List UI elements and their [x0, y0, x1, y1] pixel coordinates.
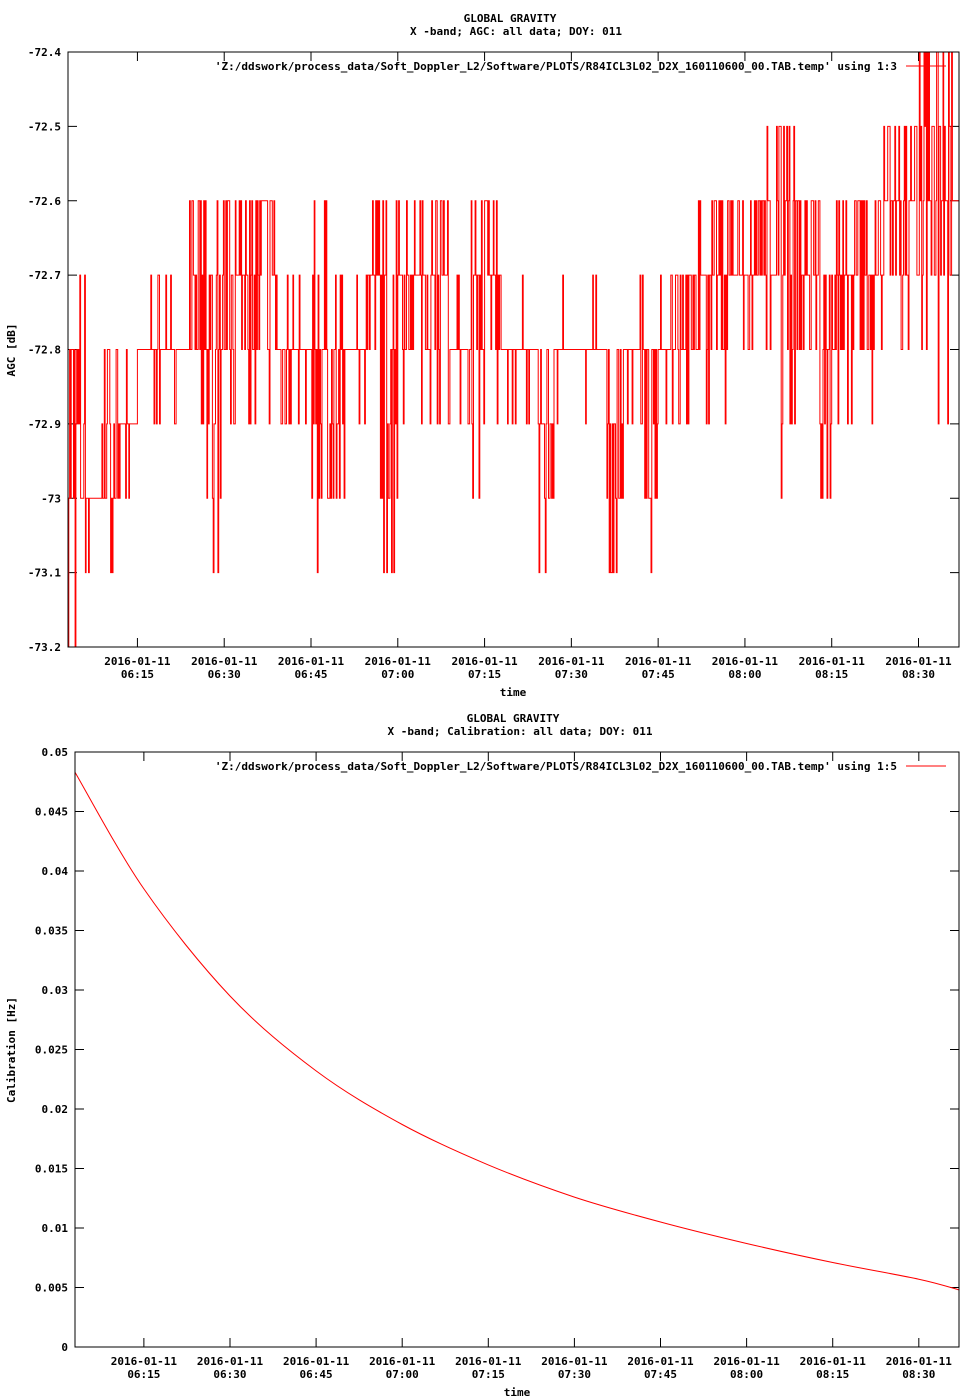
calibration-legend-label: 'Z:/ddswork/process_data/Soft_Doppler_L2…	[215, 760, 897, 773]
agc-y-tick-label: -73.1	[28, 567, 61, 580]
agc-x-axis-label: time	[500, 686, 527, 699]
agc-x-tick-date: 2016-01-11	[712, 655, 779, 668]
agc-x-tick-date: 2016-01-11	[278, 655, 345, 668]
calibration-y-tick-label: 0.02	[42, 1103, 69, 1116]
calibration-legend: 'Z:/ddswork/process_data/Soft_Doppler_L2…	[215, 760, 946, 773]
agc-y-tick-label: -73.2	[28, 641, 61, 654]
calibration-series-line	[74, 771, 960, 1291]
agc-y-tick-label: -72.5	[28, 120, 61, 133]
agc-y-tick-label: -72.6	[28, 195, 61, 208]
agc-chart: GLOBAL GRAVITY X -band; AGC: all data; D…	[5, 12, 960, 699]
agc-x-tick-time: 08:00	[728, 668, 761, 681]
agc-x-ticks: 2016-01-1106:152016-01-1106:302016-01-11…	[104, 52, 952, 681]
agc-x-tick-date: 2016-01-11	[104, 655, 171, 668]
calibration-x-tick-time: 07:30	[558, 1368, 591, 1381]
agc-y-ticks: -72.4 -72.5 -72.6 -72.7 -72.8 -72.9 -73 -73.1 -7…	[28, 46, 959, 654]
calibration-y-tick-label: 0.005	[35, 1282, 68, 1295]
agc-series	[68, 51, 959, 648]
calibration-y-tick-label: 0.035	[35, 925, 68, 938]
agc-legend: 'Z:/ddswork/process_data/Soft_Doppler_L2…	[215, 60, 946, 73]
agc-y-tick-label: -72.7	[28, 269, 61, 282]
agc-y-tick-label: -72.9	[28, 418, 61, 431]
agc-chart-title: GLOBAL GRAVITY	[464, 12, 557, 25]
agc-x-tick-time: 06:15	[121, 668, 154, 681]
calibration-plot-frame	[74, 751, 960, 1348]
calibration-x-tick-date: 2016-01-11	[541, 1355, 608, 1368]
calibration-chart-subtitle: X -band; Calibration: all data; DOY: 011	[388, 725, 653, 738]
calibration-series	[74, 771, 960, 1291]
calibration-x-tick-date: 2016-01-11	[800, 1355, 867, 1368]
calibration-y-tick-label: 0.01	[42, 1222, 69, 1235]
calibration-y-axis-label: Calibration [Hz]	[5, 997, 18, 1103]
agc-x-tick-time: 06:45	[294, 668, 327, 681]
agc-x-tick-time: 07:00	[381, 668, 414, 681]
agc-plot-frame	[67, 51, 960, 648]
calibration-x-tick-time: 08:15	[816, 1368, 849, 1381]
calibration-x-tick-time: 06:30	[213, 1368, 246, 1381]
agc-y-axis-label: AGC [dB]	[5, 324, 18, 377]
calibration-y-tick-label: 0.05	[42, 746, 69, 759]
calibration-x-tick-date: 2016-01-11	[369, 1355, 436, 1368]
calibration-x-tick-date: 2016-01-11	[455, 1355, 522, 1368]
agc-x-tick-time: 08:30	[902, 668, 935, 681]
agc-x-tick-date: 2016-01-11	[451, 655, 518, 668]
calibration-x-tick-date: 2016-01-11	[283, 1355, 350, 1368]
agc-x-tick-date: 2016-01-11	[191, 655, 258, 668]
calibration-x-tick-date: 2016-01-11	[627, 1355, 694, 1368]
calibration-y-tick-label: 0.03	[42, 984, 69, 997]
calibration-x-tick-time: 07:00	[386, 1368, 419, 1381]
calibration-y-ticks: 0.05 0.045 0.04 0.035 0.03 0.025 0.02 0.015 0.01…	[35, 746, 959, 1354]
agc-x-tick-time: 06:30	[208, 668, 241, 681]
agc-legend-label: 'Z:/ddswork/process_data/Soft_Doppler_L2…	[215, 60, 897, 73]
calibration-y-tick-label: 0.015	[35, 1163, 68, 1176]
calibration-x-tick-date: 2016-01-11	[111, 1355, 178, 1368]
agc-x-tick-time: 07:30	[555, 668, 588, 681]
calibration-x-tick-time: 06:45	[300, 1368, 333, 1381]
agc-x-tick-date: 2016-01-11	[365, 655, 432, 668]
calibration-y-tick-label: 0.025	[35, 1044, 68, 1057]
agc-x-tick-time: 08:15	[815, 668, 848, 681]
calibration-x-tick-time: 08:00	[730, 1368, 763, 1381]
calibration-x-tick-time: 07:45	[644, 1368, 677, 1381]
calibration-x-tick-time: 08:30	[902, 1368, 935, 1381]
calibration-x-ticks: 2016-01-1106:152016-01-1106:302016-01-11…	[111, 752, 953, 1381]
agc-chart-subtitle: X -band; AGC: all data; DOY: 011	[410, 25, 622, 38]
calibration-y-tick-label: 0	[61, 1341, 68, 1354]
calibration-x-tick-time: 07:15	[472, 1368, 505, 1381]
calibration-x-tick-date: 2016-01-11	[197, 1355, 264, 1368]
calibration-y-tick-label: 0.045	[35, 806, 68, 819]
agc-y-tick-label: -72.8	[28, 344, 61, 357]
agc-x-tick-date: 2016-01-11	[538, 655, 605, 668]
agc-y-tick-label: -72.4	[28, 46, 61, 59]
agc-x-tick-time: 07:45	[642, 668, 675, 681]
agc-x-tick-date: 2016-01-11	[885, 655, 952, 668]
agc-series-line	[68, 51, 959, 648]
calibration-chart-title: GLOBAL GRAVITY	[467, 712, 560, 725]
calibration-x-axis-label: time	[504, 1386, 531, 1399]
agc-x-tick-date: 2016-01-11	[625, 655, 692, 668]
calibration-chart: GLOBAL GRAVITY X -band; Calibration: all…	[5, 712, 960, 1399]
calibration-y-tick-label: 0.04	[42, 865, 69, 878]
agc-x-tick-time: 07:15	[468, 668, 501, 681]
calibration-x-tick-date: 2016-01-11	[886, 1355, 953, 1368]
agc-y-tick-label: -73	[41, 492, 61, 505]
calibration-x-tick-date: 2016-01-11	[713, 1355, 780, 1368]
calibration-x-tick-time: 06:15	[127, 1368, 160, 1381]
agc-x-tick-date: 2016-01-11	[799, 655, 866, 668]
